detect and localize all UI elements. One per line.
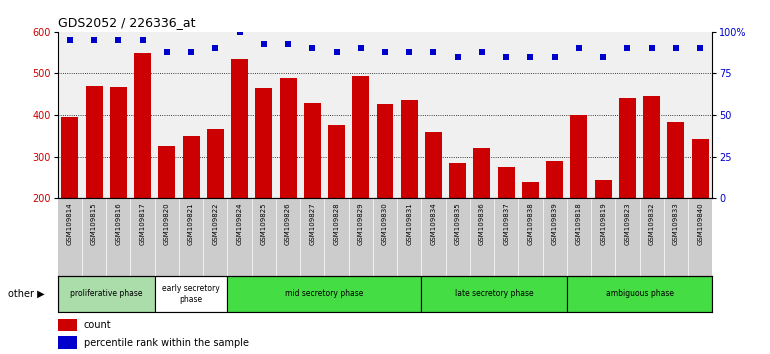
Bar: [668, 122, 685, 281]
Text: GSM109825: GSM109825: [261, 202, 266, 245]
Point: [233, 29, 246, 35]
Bar: [207, 129, 224, 281]
Point: [694, 46, 706, 51]
Bar: [421, 276, 567, 312]
Point: [258, 41, 270, 46]
Text: GSM109817: GSM109817: [139, 202, 146, 245]
Text: GSM109829: GSM109829: [358, 202, 363, 245]
Text: GSM109828: GSM109828: [333, 202, 340, 245]
Point: [136, 37, 149, 43]
Text: GSM109819: GSM109819: [600, 202, 606, 245]
Text: proliferative phase: proliferative phase: [70, 289, 142, 298]
Point: [355, 46, 367, 51]
Text: GSM109834: GSM109834: [430, 202, 437, 245]
Point: [524, 54, 537, 59]
Text: GSM109832: GSM109832: [648, 202, 654, 245]
Text: GSM109823: GSM109823: [624, 202, 631, 245]
Bar: [594, 179, 611, 281]
Bar: [474, 148, 490, 281]
Text: GSM109827: GSM109827: [310, 202, 315, 245]
Bar: [619, 98, 636, 281]
Point: [330, 49, 343, 55]
Bar: [155, 276, 227, 312]
Point: [161, 49, 173, 55]
Point: [88, 37, 100, 43]
Bar: [85, 86, 102, 281]
Bar: [58, 319, 77, 331]
Point: [209, 46, 222, 51]
Bar: [449, 163, 466, 281]
Bar: [643, 96, 660, 281]
Bar: [231, 59, 248, 281]
Bar: [58, 336, 77, 349]
Point: [670, 46, 682, 51]
Point: [306, 46, 319, 51]
Bar: [182, 136, 199, 281]
Point: [379, 49, 391, 55]
Text: GSM109838: GSM109838: [527, 202, 534, 245]
Text: GSM109814: GSM109814: [67, 202, 73, 245]
Point: [64, 37, 76, 43]
Bar: [691, 139, 708, 281]
Bar: [110, 87, 127, 281]
Text: late secretory phase: late secretory phase: [455, 289, 534, 298]
Text: ambiguous phase: ambiguous phase: [605, 289, 674, 298]
Text: GSM109830: GSM109830: [382, 202, 388, 245]
Text: GSM109824: GSM109824: [236, 202, 243, 245]
Point: [403, 49, 415, 55]
Bar: [567, 276, 712, 312]
Text: GSM109835: GSM109835: [455, 202, 460, 245]
Bar: [62, 117, 79, 281]
Point: [548, 54, 561, 59]
Point: [427, 49, 440, 55]
Bar: [328, 125, 345, 281]
Text: GSM109821: GSM109821: [188, 202, 194, 245]
Bar: [304, 103, 321, 281]
Text: GSM109815: GSM109815: [91, 202, 97, 245]
Bar: [425, 132, 442, 281]
Bar: [134, 53, 151, 281]
Text: GSM109839: GSM109839: [551, 202, 557, 245]
Bar: [58, 276, 155, 312]
Bar: [497, 167, 514, 281]
Point: [112, 37, 125, 43]
Text: GSM109820: GSM109820: [164, 202, 170, 245]
Text: count: count: [84, 320, 112, 330]
Bar: [256, 88, 273, 281]
Bar: [400, 101, 417, 281]
Point: [476, 49, 488, 55]
Text: GSM109833: GSM109833: [673, 202, 679, 245]
Text: GSM109837: GSM109837: [504, 202, 509, 245]
Text: GSM109831: GSM109831: [407, 202, 412, 245]
Text: GSM109826: GSM109826: [285, 202, 291, 245]
Text: GSM109836: GSM109836: [479, 202, 485, 245]
Point: [597, 54, 609, 59]
Text: percentile rank within the sample: percentile rank within the sample: [84, 338, 249, 348]
Text: GSM109822: GSM109822: [213, 202, 219, 245]
Text: GSM109818: GSM109818: [576, 202, 582, 245]
Bar: [546, 161, 563, 281]
Text: GDS2052 / 226336_at: GDS2052 / 226336_at: [58, 16, 196, 29]
Bar: [280, 79, 296, 281]
Bar: [353, 75, 370, 281]
Text: early secretory
phase: early secretory phase: [162, 284, 220, 303]
Point: [645, 46, 658, 51]
Bar: [227, 276, 421, 312]
Point: [621, 46, 634, 51]
Point: [500, 54, 512, 59]
Point: [282, 41, 294, 46]
Point: [573, 46, 585, 51]
Text: GSM109816: GSM109816: [116, 202, 122, 245]
Bar: [377, 104, 393, 281]
Bar: [571, 115, 588, 281]
Text: other ▶: other ▶: [8, 289, 45, 299]
Bar: [159, 146, 176, 281]
Text: GSM109840: GSM109840: [697, 202, 703, 245]
Bar: [522, 182, 539, 281]
Point: [185, 49, 197, 55]
Point: [451, 54, 464, 59]
Text: mid secretory phase: mid secretory phase: [285, 289, 363, 298]
